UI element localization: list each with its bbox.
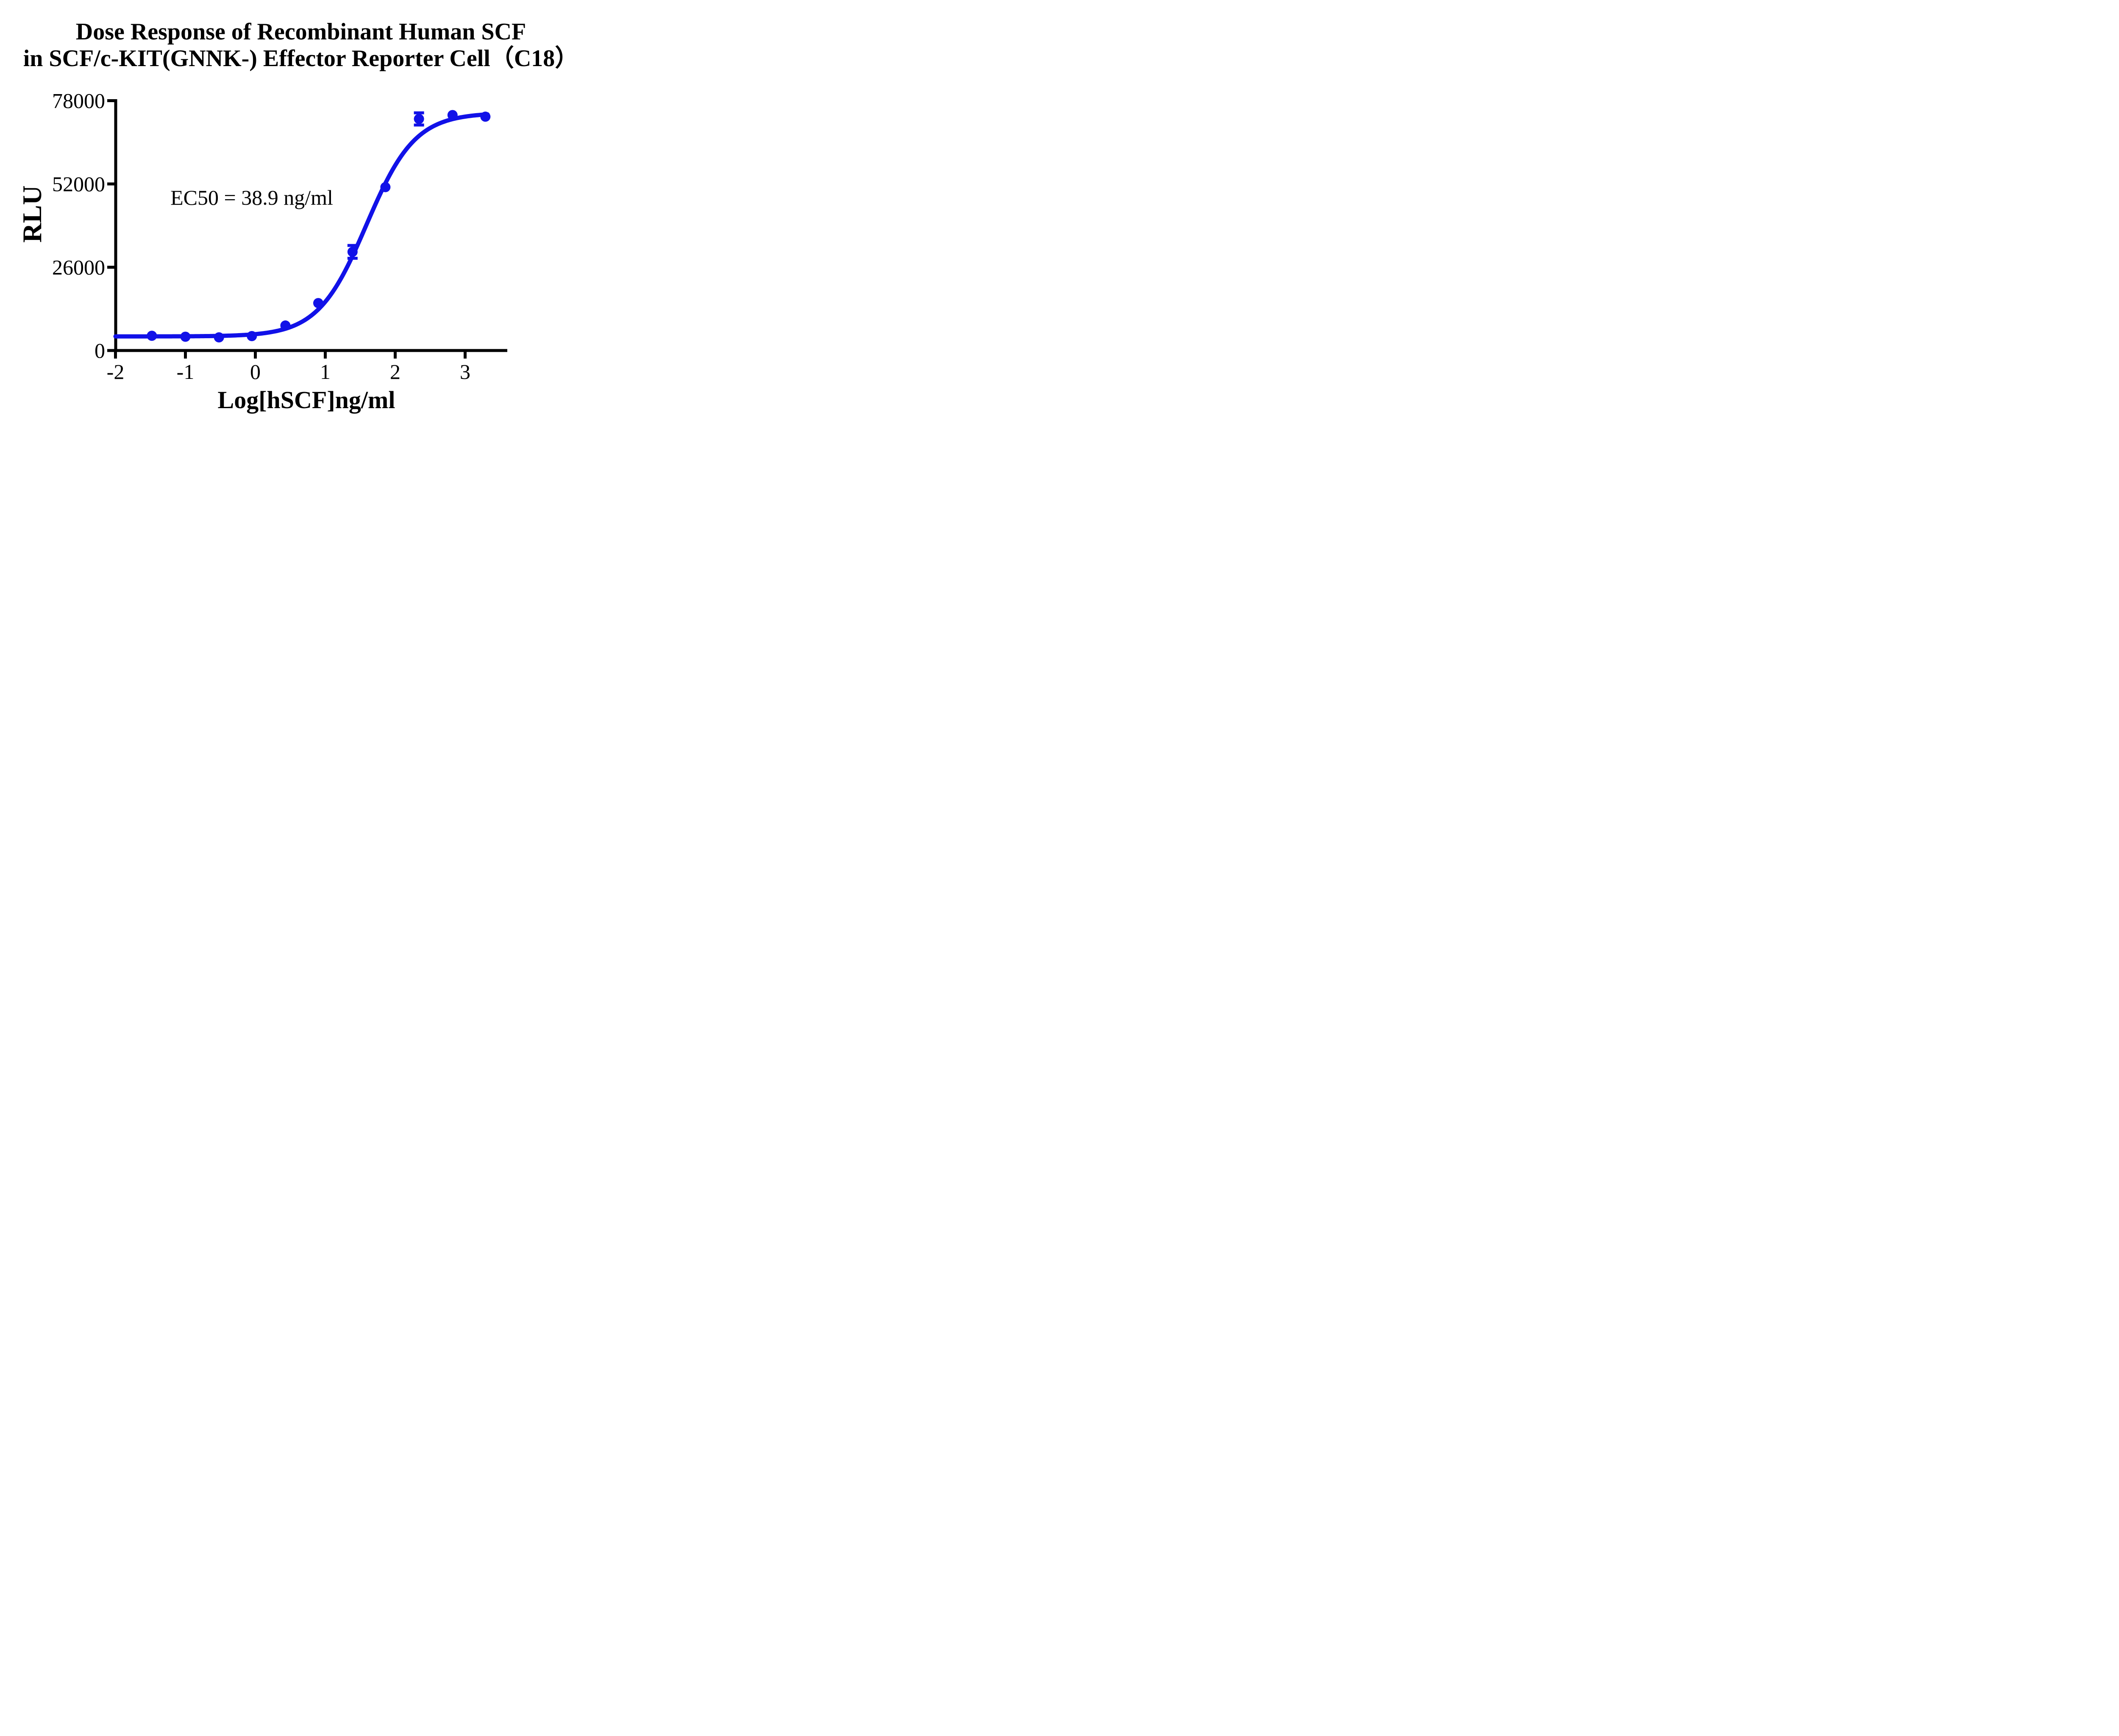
error-bars bbox=[347, 111, 424, 260]
dose-response-curve bbox=[113, 112, 490, 339]
data-point bbox=[447, 110, 458, 120]
data-points bbox=[147, 110, 491, 343]
x-axis-ticks bbox=[114, 352, 467, 359]
y-tick-label: 26000 bbox=[52, 256, 105, 279]
data-point bbox=[380, 182, 391, 192]
data-point bbox=[180, 331, 191, 342]
data-point bbox=[313, 298, 323, 309]
chart-title-line1: Dose Response of Recombinant Human SCF bbox=[76, 19, 526, 45]
y-tick-label: 78000 bbox=[52, 89, 105, 113]
fit-curve bbox=[113, 112, 490, 339]
x-tick-label: 0 bbox=[250, 360, 261, 384]
x-axis-tick-labels: -2 -1 0 1 2 3 bbox=[107, 360, 470, 384]
data-point bbox=[280, 320, 291, 331]
ec50-annotation: EC50 = 38.9 ng/ml bbox=[170, 186, 333, 209]
x-tick-label: 1 bbox=[320, 360, 331, 384]
chart-title-line2: in SCF/c-KIT(GNNK-) Effector Reporter Ce… bbox=[23, 45, 579, 72]
x-tick-label: 3 bbox=[460, 360, 470, 384]
y-tick-label: 0 bbox=[95, 339, 105, 362]
data-point bbox=[147, 331, 157, 341]
y-axis-tick-labels: 0 26000 52000 78000 bbox=[52, 89, 105, 363]
data-point bbox=[247, 331, 257, 341]
x-tick-label: 2 bbox=[390, 360, 400, 384]
y-axis-title: RLU bbox=[17, 185, 47, 242]
y-axis-ticks bbox=[107, 99, 114, 352]
x-tick-label: -1 bbox=[177, 360, 195, 384]
x-tick-label: -2 bbox=[107, 360, 125, 384]
dose-response-chart: Dose Response of Recombinant Human SCF i… bbox=[17, 19, 579, 414]
y-tick-label: 52000 bbox=[52, 172, 105, 196]
dose-response-figure: Dose Response of Recombinant Human SCF i… bbox=[0, 0, 598, 434]
data-point bbox=[214, 332, 224, 343]
x-axis-title: Log[hSCF]ng/ml bbox=[218, 386, 395, 414]
data-point bbox=[480, 111, 491, 122]
